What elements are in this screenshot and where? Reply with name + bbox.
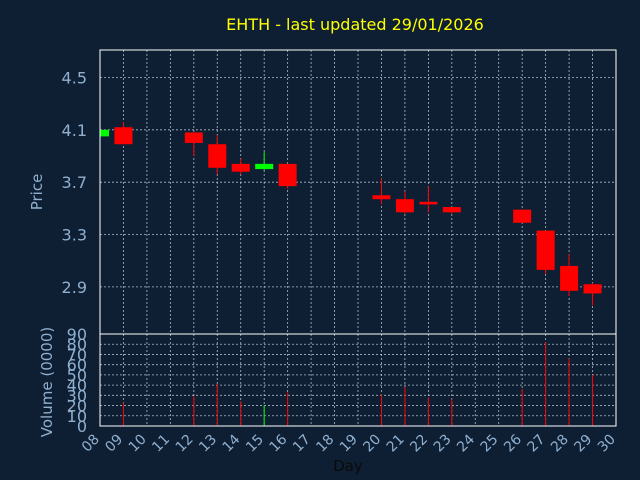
x-tick-label: 13 [196, 432, 220, 456]
x-tick-label: 11 [149, 432, 173, 456]
x-tick-label: 21 [384, 432, 408, 456]
candle-body [208, 144, 227, 168]
x-tick-label: 09 [102, 432, 126, 456]
volume-tick-label: 80 [67, 335, 87, 354]
volume-tick-label: 10 [67, 407, 87, 426]
price-tick-label: 2.9 [62, 278, 87, 297]
candle-body [560, 265, 579, 291]
x-tick-label: 18 [313, 432, 337, 456]
candle-body [100, 129, 109, 137]
candle-body [583, 284, 602, 294]
volume-tick-label: 70 [67, 345, 87, 364]
x-tick-label: 28 [548, 432, 572, 456]
x-tick-label: 15 [243, 432, 267, 456]
volume-tick-label: 0 [77, 417, 87, 436]
volume-tick-label: 40 [67, 376, 87, 395]
candle-body [255, 163, 274, 170]
x-tick-label: 17 [290, 432, 314, 456]
candle-body [419, 201, 438, 205]
x-tick-label: 25 [478, 432, 502, 456]
x-axis-label: Day [333, 457, 363, 475]
price-axis-label: Price [28, 174, 46, 211]
x-tick-label: 20 [360, 432, 384, 456]
volume-tick-label: 30 [67, 386, 87, 405]
x-tick-label: 10 [126, 432, 150, 456]
candle-body [278, 163, 297, 187]
x-tick-label: 12 [173, 432, 197, 456]
price-tick-label: 4.5 [62, 68, 87, 87]
x-tick-label: 14 [220, 431, 244, 455]
volume-panel-frame [99, 333, 617, 427]
volume-axis-label: Volume (0000) [38, 327, 56, 437]
x-tick-label: 19 [337, 432, 361, 456]
volume-tick-label: 20 [67, 397, 87, 416]
x-tick-label: 29 [571, 432, 595, 456]
axes: 08 09 10 11 12 13 14 15 16 17 18 19 20 21 22 23 24 25 26 27… [62, 49, 619, 456]
x-tick-label: 26 [501, 431, 525, 455]
volume-tick-label: 60 [67, 356, 87, 375]
price-tick-label: 3.7 [62, 173, 87, 192]
volume-tick-label: 90 [67, 325, 87, 344]
x-tick-label: 24 [454, 431, 478, 455]
x-tick-label: 23 [431, 432, 455, 456]
volume-tick-label: 50 [67, 366, 87, 385]
price-tick-label: 3.3 [62, 226, 87, 245]
x-tick-label: 22 [407, 432, 431, 456]
price-panel [99, 121, 602, 306]
x-tick-label: 27 [525, 432, 549, 456]
candle-body [395, 199, 414, 213]
price-tick-label: 4.1 [62, 121, 87, 140]
chart-title: EHTH - last updated 29/01/2026 [226, 15, 484, 34]
candle-body [372, 195, 391, 200]
candle-body [114, 127, 133, 145]
candle-body [184, 132, 203, 143]
x-tick-label: 16 [267, 431, 291, 455]
candle-body [536, 230, 555, 270]
candle-body [513, 209, 532, 223]
candle-body [442, 207, 461, 213]
x-tick-label: 30 [595, 432, 619, 456]
volume-panel [99, 342, 594, 426]
candle-body [231, 163, 250, 172]
